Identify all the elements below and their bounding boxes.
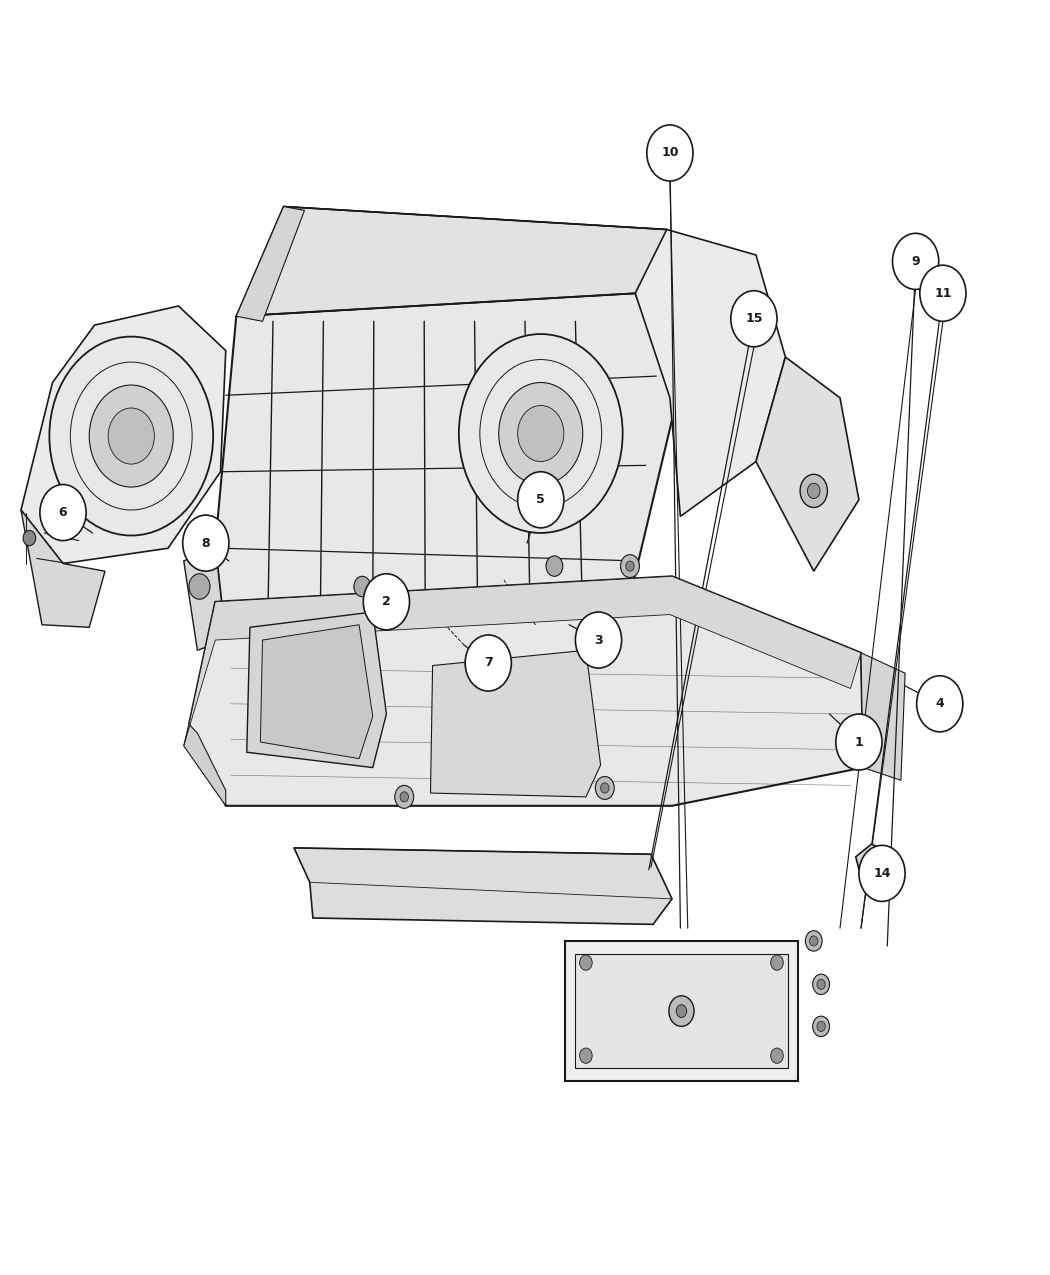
Polygon shape — [21, 306, 226, 564]
Text: 3: 3 — [594, 634, 603, 646]
Polygon shape — [575, 954, 788, 1068]
Polygon shape — [21, 510, 105, 627]
Circle shape — [626, 561, 634, 571]
Circle shape — [189, 574, 210, 599]
Circle shape — [499, 382, 583, 484]
Polygon shape — [184, 576, 861, 746]
Circle shape — [363, 574, 410, 630]
Polygon shape — [189, 576, 863, 806]
Circle shape — [836, 714, 882, 770]
Circle shape — [465, 635, 511, 691]
Text: 10: 10 — [662, 147, 678, 159]
Circle shape — [810, 936, 818, 946]
Circle shape — [40, 484, 86, 541]
Polygon shape — [861, 653, 905, 780]
Circle shape — [518, 405, 564, 462]
Polygon shape — [236, 207, 304, 321]
Circle shape — [807, 483, 820, 499]
Text: 4: 4 — [936, 697, 944, 710]
Circle shape — [395, 785, 414, 808]
Polygon shape — [215, 293, 677, 640]
Circle shape — [813, 974, 830, 994]
Circle shape — [817, 1021, 825, 1031]
Circle shape — [892, 233, 939, 289]
Polygon shape — [565, 941, 798, 1081]
Circle shape — [354, 576, 371, 597]
Text: 14: 14 — [874, 867, 890, 880]
Text: 6: 6 — [59, 506, 67, 519]
Circle shape — [676, 1005, 687, 1017]
Polygon shape — [236, 207, 672, 316]
Circle shape — [859, 845, 905, 901]
Circle shape — [459, 334, 623, 533]
Circle shape — [89, 385, 173, 487]
Polygon shape — [247, 612, 386, 768]
Text: 11: 11 — [934, 287, 951, 300]
Circle shape — [813, 1016, 830, 1037]
Polygon shape — [260, 625, 373, 759]
Circle shape — [575, 612, 622, 668]
Circle shape — [621, 555, 639, 578]
Polygon shape — [635, 230, 785, 516]
Polygon shape — [756, 357, 859, 571]
Circle shape — [817, 979, 825, 989]
Circle shape — [108, 408, 154, 464]
Circle shape — [920, 265, 966, 321]
Circle shape — [546, 556, 563, 576]
Circle shape — [872, 853, 884, 868]
Circle shape — [580, 1048, 592, 1063]
Circle shape — [601, 783, 609, 793]
Polygon shape — [184, 546, 226, 650]
Circle shape — [669, 996, 694, 1026]
Circle shape — [518, 472, 564, 528]
Circle shape — [23, 530, 36, 546]
Circle shape — [49, 337, 213, 536]
Circle shape — [771, 955, 783, 970]
Circle shape — [805, 931, 822, 951]
Polygon shape — [856, 844, 887, 880]
Circle shape — [183, 515, 229, 571]
Circle shape — [771, 1048, 783, 1063]
Circle shape — [647, 125, 693, 181]
Text: 1: 1 — [855, 736, 863, 748]
Text: 9: 9 — [911, 255, 920, 268]
Circle shape — [800, 474, 827, 507]
Text: 5: 5 — [537, 493, 545, 506]
Polygon shape — [184, 724, 226, 806]
Circle shape — [917, 676, 963, 732]
Text: 8: 8 — [202, 537, 210, 550]
Polygon shape — [430, 650, 601, 797]
Circle shape — [595, 776, 614, 799]
Circle shape — [580, 955, 592, 970]
Text: 7: 7 — [484, 657, 492, 669]
Text: 15: 15 — [746, 312, 762, 325]
Circle shape — [400, 792, 408, 802]
Text: 2: 2 — [382, 595, 391, 608]
Polygon shape — [294, 848, 672, 924]
Circle shape — [731, 291, 777, 347]
